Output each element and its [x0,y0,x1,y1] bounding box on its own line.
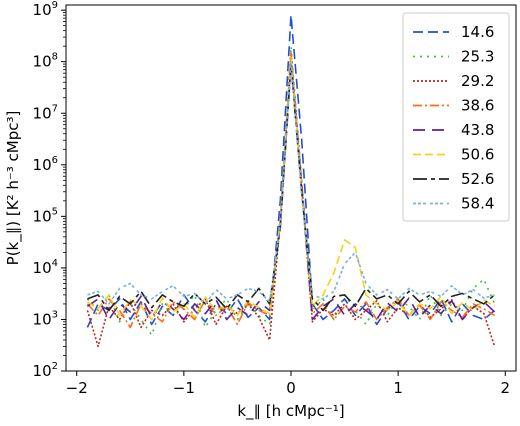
x-tick-label: 2 [501,379,511,397]
y-axis-label: P(k_∥) [K² h⁻³ cMpc³] [4,111,23,266]
legend-label: 58.4 [461,195,494,213]
legend-label: 25.3 [461,48,494,66]
legend-label: 52.6 [461,170,494,188]
legend-label: 38.6 [461,97,494,115]
y-tick-label: 102 [33,361,58,380]
x-tick-label: 1 [393,379,403,397]
y-tick-label: 108 [33,52,58,71]
x-axis-label: k_∥ [h cMpc⁻¹] [237,402,344,421]
series-line-38-6 [86,51,496,329]
x-tick-label: −2 [66,379,88,397]
y-tick-label: 104 [33,258,58,277]
legend-label: 43.8 [461,121,494,139]
x-tick-label: −1 [173,379,195,397]
series-line-25-3 [86,45,496,336]
series-line-14-6 [86,14,496,328]
x-tick-label: 0 [286,379,296,397]
series-line-50-6 [86,56,496,321]
plot-area [86,14,496,348]
legend-label: 29.2 [461,72,494,90]
y-tick-label: 106 [33,155,58,174]
axes: −2 −1 0 1 2 102 103 104 105 106 107 108 109 k_∥ [h cM… [4,0,517,421]
y-tick-label: 107 [33,103,58,122]
legend-box [402,12,510,222]
y-tick-label: 109 [33,0,58,19]
legend-label: 14.6 [461,23,494,41]
y-tick-label: 105 [33,206,58,225]
legend: 14.6 25.3 29.2 38.6 43.8 50.6 52.6 58.4 [402,12,510,222]
y-tick-label: 103 [33,309,58,328]
legend-label: 50.6 [461,146,494,164]
